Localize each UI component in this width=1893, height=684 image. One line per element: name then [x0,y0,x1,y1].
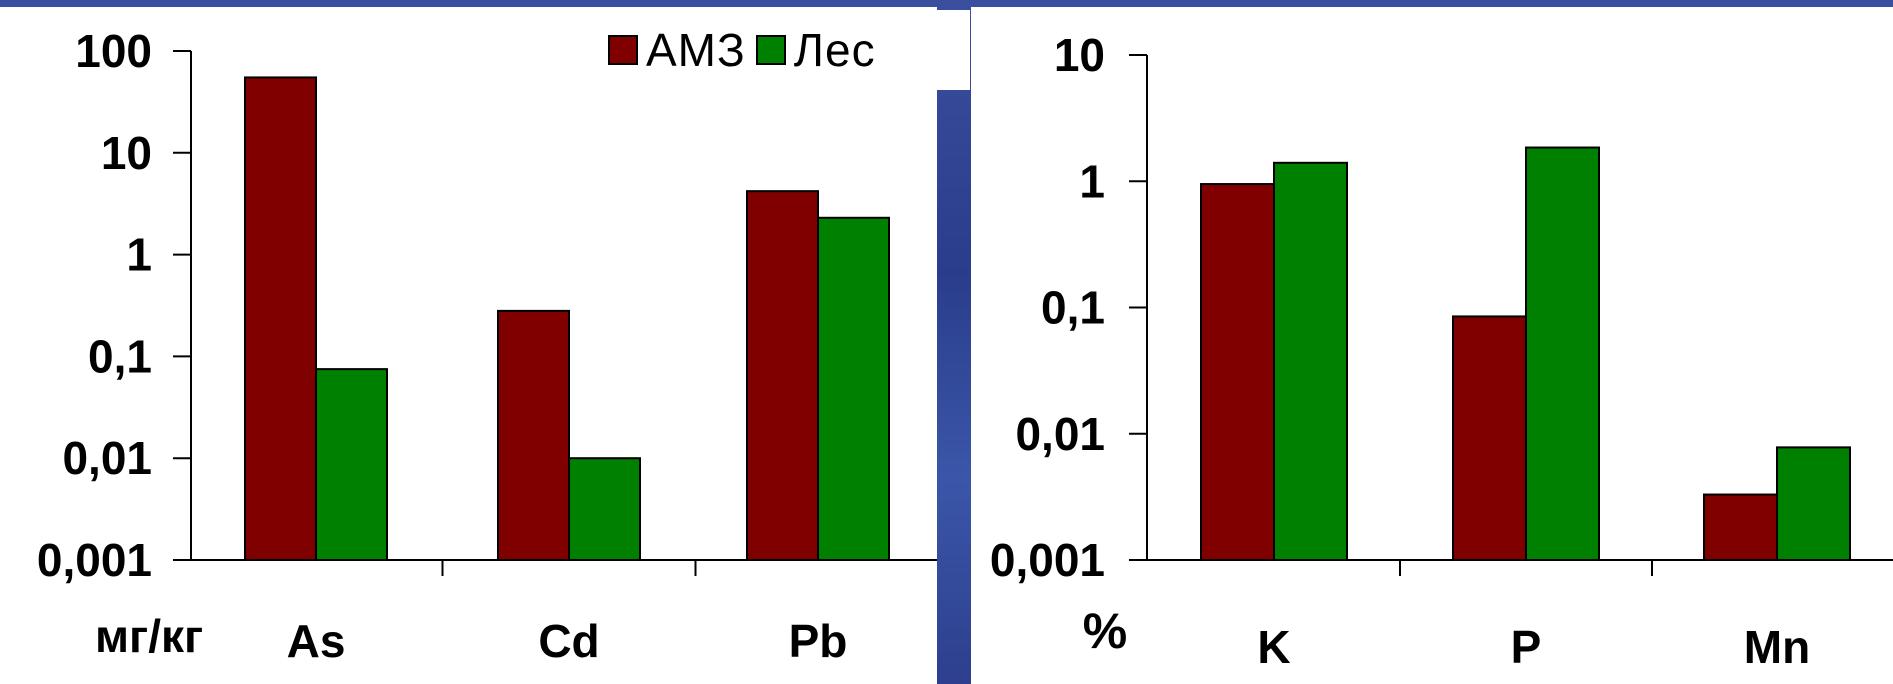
chart-legend: АМЗ Лес [570,10,970,90]
y-tick-label: 1 [1079,155,1105,207]
bar-pb-series-1 [746,190,819,561]
legend-swatch-amz [608,35,638,65]
legend-label-amz: АМЗ [646,24,746,76]
bar-k-series-1 [1200,183,1275,561]
legend-swatch-les [755,35,786,65]
y-tick-label: 100 [75,25,152,77]
bar-cd-series-2 [568,457,641,562]
bar-p-series-2 [1525,146,1600,561]
y-tick-label: 0,01 [62,432,152,484]
x-category-label: Pb [789,615,848,667]
x-category-label: As [287,615,346,667]
bar-cd-series-1 [497,309,570,561]
bar-as-series-1 [244,76,317,561]
y-tick-label: 10 [1054,29,1105,81]
bar-p-series-1 [1452,315,1527,561]
bar-as-series-2 [315,368,388,562]
legend-item-les: Лес [755,23,876,77]
legend-label-les: Лес [793,24,876,76]
x-category-label: P [1511,621,1542,673]
y-axis-unit-label: % [1083,603,1127,659]
chart-2: 10 1 0,1 0,01 0,001 K P Mn% [990,29,1893,673]
x-category-label: Mn [1744,621,1810,673]
y-axis-unit-label: мг/кг [95,610,203,662]
bar-pb-series-2 [817,216,890,562]
y-tick-label: 0,1 [88,330,152,382]
y-tick-label: 1 [126,229,152,281]
y-tick-label: 0,001 [990,534,1105,586]
right-chart-panel [971,7,1893,684]
legend-item-amz: АМЗ [608,23,746,77]
y-tick-label: 0,1 [1041,282,1105,334]
x-category-label: K [1257,621,1290,673]
y-tick-label: 0,001 [37,534,152,586]
bar-mn-series-2 [1776,446,1851,561]
bar-mn-series-1 [1703,493,1778,562]
y-tick-label: 0,01 [1015,408,1105,460]
chart-1: 100 10 1 0,1 0,01 0,001 As Cd Pb мг/кг [37,25,937,667]
bar-k-series-2 [1273,161,1348,561]
y-tick-label: 10 [101,127,152,179]
x-category-label: Cd [538,615,599,667]
